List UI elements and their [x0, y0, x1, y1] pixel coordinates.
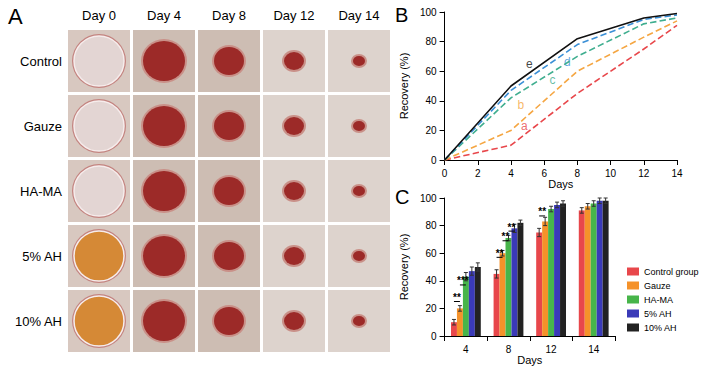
- svg-text:10: 10: [605, 168, 617, 179]
- svg-text:Gauze: Gauze: [644, 281, 671, 291]
- svg-text:40: 40: [425, 275, 437, 286]
- svg-text:Gauze: Gauze: [24, 119, 62, 134]
- svg-text:0: 0: [442, 168, 448, 179]
- svg-text:6: 6: [541, 168, 547, 179]
- svg-text:**: **: [538, 206, 546, 217]
- svg-text:C: C: [395, 186, 409, 208]
- svg-text:100: 100: [420, 193, 437, 204]
- svg-text:10% AH: 10% AH: [644, 323, 677, 333]
- svg-text:Day 4: Day 4: [147, 8, 181, 23]
- svg-text:Day 8: Day 8: [212, 8, 246, 23]
- svg-text:60: 60: [425, 66, 437, 77]
- svg-text:5% AH: 5% AH: [644, 309, 672, 319]
- svg-text:Day 0: Day 0: [82, 8, 116, 23]
- svg-text:10% AH: 10% AH: [15, 314, 62, 329]
- svg-text:5% AH: 5% AH: [22, 249, 62, 264]
- svg-text:HA-MA: HA-MA: [644, 295, 673, 305]
- svg-text:B: B: [395, 4, 408, 26]
- svg-text:Days: Days: [517, 354, 543, 366]
- svg-text:8: 8: [575, 168, 581, 179]
- svg-text:0: 0: [431, 155, 437, 166]
- svg-text:40: 40: [425, 95, 437, 106]
- svg-text:12: 12: [638, 168, 650, 179]
- svg-text:Day 14: Day 14: [338, 8, 379, 23]
- svg-text:12: 12: [546, 344, 558, 355]
- svg-text:d: d: [564, 55, 571, 70]
- svg-text:2: 2: [475, 168, 481, 179]
- svg-text:b: b: [518, 98, 525, 112]
- svg-text:c: c: [549, 73, 555, 87]
- svg-text:A: A: [8, 4, 23, 29]
- svg-text:**: **: [453, 292, 461, 303]
- svg-text:8: 8: [506, 344, 512, 355]
- svg-text:20: 20: [425, 125, 437, 136]
- svg-text:80: 80: [425, 36, 437, 47]
- svg-text:e: e: [526, 57, 533, 71]
- svg-text:0: 0: [431, 331, 437, 342]
- svg-text:**: **: [502, 231, 510, 242]
- svg-text:Control group: Control group: [644, 267, 699, 277]
- svg-text:**: **: [496, 248, 504, 259]
- svg-text:a: a: [520, 119, 528, 133]
- svg-text:100: 100: [420, 7, 437, 18]
- svg-text:Control: Control: [20, 54, 62, 69]
- svg-text:80: 80: [425, 220, 437, 231]
- svg-text:4: 4: [463, 344, 469, 355]
- svg-text:14: 14: [671, 168, 683, 179]
- svg-text:Day 12: Day 12: [273, 8, 314, 23]
- svg-text:**: **: [508, 222, 516, 233]
- svg-text:HA-MA: HA-MA: [20, 184, 62, 199]
- svg-text:14: 14: [588, 344, 600, 355]
- svg-text:Recovery (%): Recovery (%): [398, 234, 410, 301]
- svg-text:Days: Days: [548, 178, 574, 190]
- svg-text:***: ***: [457, 275, 469, 286]
- svg-text:60: 60: [425, 248, 437, 259]
- svg-text:Recovery (%): Recovery (%): [398, 53, 410, 120]
- svg-text:20: 20: [425, 303, 437, 314]
- svg-text:4: 4: [508, 168, 514, 179]
